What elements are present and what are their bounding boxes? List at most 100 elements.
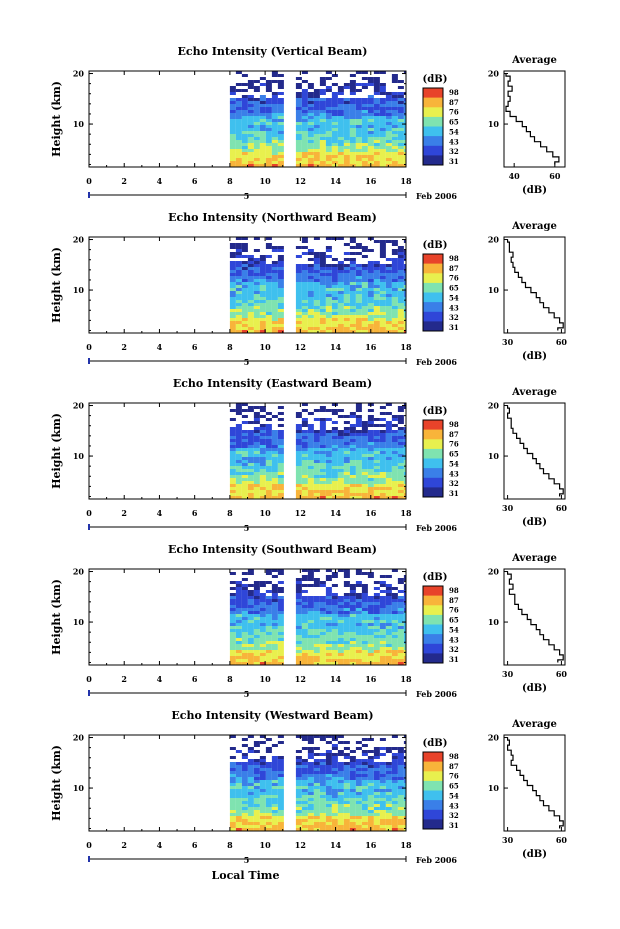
heatmap-cell — [325, 780, 332, 783]
heatmap-cell — [271, 318, 278, 321]
heatmap-cell — [295, 267, 302, 270]
heatmap-cell — [313, 771, 320, 774]
heatmap-cell — [391, 74, 398, 77]
heatmap-cell — [361, 451, 368, 454]
heatmap-cell — [361, 267, 368, 270]
heatmap-cell — [361, 738, 368, 741]
heatmap-cell — [247, 653, 254, 656]
heatmap-cell — [331, 783, 338, 786]
heatmap-cell — [319, 581, 326, 584]
heatmap-cell — [265, 825, 272, 828]
heatmap-cell — [391, 801, 398, 804]
heatmap-cell — [235, 303, 242, 306]
heatmap-cell — [259, 149, 266, 152]
heatmap-cell — [295, 143, 302, 146]
heatmap-cell — [277, 792, 284, 795]
heatmap-cell — [385, 424, 392, 427]
heatmap-cell — [313, 237, 320, 240]
heatmap-cell — [325, 792, 332, 795]
colorbar-tick-label: 32 — [449, 645, 459, 654]
heatmap-cell — [235, 89, 242, 92]
heatmap-cell — [319, 140, 326, 143]
heatmap-cell — [247, 255, 254, 258]
heatmap-cell — [277, 735, 284, 738]
heatmap-cell — [301, 291, 308, 294]
heatmap-cell — [331, 762, 338, 765]
heatmap-cell — [241, 270, 248, 273]
heatmap-cell — [367, 774, 374, 777]
heatmap-cell — [397, 125, 404, 128]
heatmap-cell — [331, 819, 338, 822]
heatmap-cell — [397, 611, 404, 614]
heatmap-cell — [331, 644, 338, 647]
heatmap-cell — [343, 475, 350, 478]
heatmap-cell — [259, 617, 266, 620]
heatmap-cell — [331, 454, 338, 457]
heatmap-cell — [295, 92, 302, 95]
heatmap-cell — [343, 741, 350, 744]
heatmap-cell — [385, 430, 392, 433]
heatmap-cell — [337, 161, 344, 164]
heatmap-cell — [295, 581, 302, 584]
heatmap-cell — [325, 644, 332, 647]
heatmap-cell — [385, 774, 392, 777]
heatmap-cell — [247, 125, 254, 128]
heatmap-cell — [277, 463, 284, 466]
heatmap-cell — [343, 285, 350, 288]
heatmap-cell — [277, 261, 284, 264]
heatmap-cell — [265, 80, 272, 83]
heatmap-cell — [325, 656, 332, 659]
heatmap-cell — [361, 116, 368, 119]
heatmap-cell — [391, 798, 398, 801]
heatmap-cell — [361, 128, 368, 131]
heatmap-cell — [265, 581, 272, 584]
heatmap-cell — [265, 614, 272, 617]
heatmap-cell — [277, 466, 284, 469]
heatmap-cell — [307, 599, 314, 602]
heatmap-cell — [307, 475, 314, 478]
heatmap-cell — [277, 113, 284, 116]
heatmap-cell — [253, 421, 260, 424]
heatmap-cell — [361, 753, 368, 756]
heatmap-cell — [265, 484, 272, 487]
heatmap-cell — [337, 493, 344, 496]
heatmap-cell — [271, 789, 278, 792]
heatmap-cell — [301, 825, 308, 828]
heatmap-cell — [391, 756, 398, 759]
heatmap-cell — [265, 294, 272, 297]
heatmap-cell — [241, 430, 248, 433]
avg-title: Average — [511, 553, 557, 564]
heatmap-cell — [313, 264, 320, 267]
heatmap-cell — [247, 451, 254, 454]
heatmap-cell — [391, 623, 398, 626]
heatmap-cell — [391, 475, 398, 478]
heatmap-cell — [247, 421, 254, 424]
heatmap-cell — [259, 638, 266, 641]
heatmap-cell — [343, 264, 350, 267]
heatmap-cell — [343, 647, 350, 650]
heatmap-cell — [241, 243, 248, 246]
heatmap-cell — [259, 596, 266, 599]
heatmap-cell — [295, 756, 302, 759]
heatmap-cell — [325, 306, 332, 309]
heatmap-cell — [397, 92, 404, 95]
heatmap-cell — [385, 113, 392, 116]
heatmap-cell — [391, 95, 398, 98]
heatmap-cell — [361, 804, 368, 807]
heatmap-cell — [265, 427, 272, 430]
heatmap-cell — [229, 638, 236, 641]
heatmap-cell — [307, 786, 314, 789]
heatmap-cell — [301, 807, 308, 810]
heatmap-cell — [295, 140, 302, 143]
heatmap-cell — [259, 297, 266, 300]
heatmap-cell — [265, 819, 272, 822]
heatmap-cell — [307, 454, 314, 457]
heatmap-cell — [367, 650, 374, 653]
colorbar-segment — [423, 107, 443, 118]
x-tick-label: 0 — [86, 674, 92, 684]
avg-y-tick-label: 20 — [488, 235, 500, 245]
heatmap-cell — [253, 632, 260, 635]
heatmap-cell — [235, 122, 242, 125]
heatmap-cell — [247, 611, 254, 614]
heatmap-cell — [349, 653, 356, 656]
